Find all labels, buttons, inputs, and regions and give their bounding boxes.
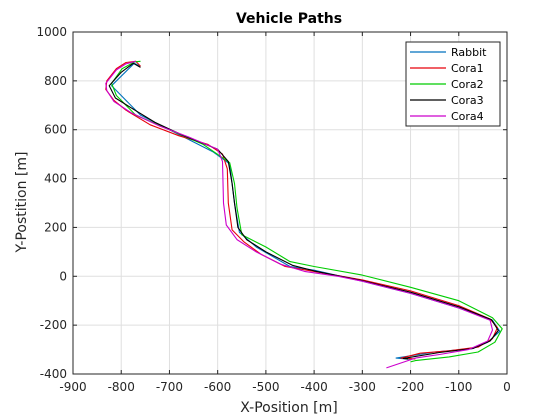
y-tick-label: 600 <box>44 123 67 137</box>
legend: Rabbit Cora1 Cora2 Cora3 Cora4 <box>405 41 501 127</box>
x-tick-label: -800 <box>108 380 135 394</box>
x-tick-label: -200 <box>397 380 424 394</box>
y-axis-label: Y-Postition [m] <box>14 152 30 254</box>
y-tick-label: -400 <box>40 367 67 381</box>
legend-label-cora2: Cora2 <box>451 78 484 91</box>
legend-label-cora3: Cora3 <box>451 94 484 107</box>
series-line-cora4 <box>105 60 494 369</box>
chart-title: Vehicle Paths <box>236 11 342 27</box>
x-tick-label: -100 <box>445 380 472 394</box>
series-line-cora3 <box>108 62 499 360</box>
legend-label-cora4: Cora4 <box>451 110 484 123</box>
series-layer <box>105 60 503 369</box>
y-tick-label: 1000 <box>36 25 67 39</box>
x-tick-label: -300 <box>349 380 376 394</box>
y-tick-label: 400 <box>44 172 67 186</box>
y-tick-label: 0 <box>59 269 67 283</box>
y-tick-label: 200 <box>44 220 67 234</box>
y-tick-label: -200 <box>40 318 67 332</box>
legend-label-cora1: Cora1 <box>451 62 484 75</box>
x-tick-label: -700 <box>156 380 183 394</box>
x-tick-label: 0 <box>503 380 511 394</box>
ticks: -900 -800 -700 -600 -500 -400 -300 -200 -100 0 -40… <box>36 25 510 394</box>
x-tick-label: -500 <box>252 380 279 394</box>
legend-label-rabbit: Rabbit <box>451 46 487 59</box>
y-tick-label: 800 <box>44 74 67 88</box>
x-tick-label: -600 <box>204 380 231 394</box>
x-tick-label: -400 <box>300 380 327 394</box>
x-tick-label: -900 <box>59 380 86 394</box>
x-axis-label: X-Position [m] <box>240 400 337 416</box>
series-line-cora2 <box>111 60 503 363</box>
plot-frame <box>72 31 508 375</box>
